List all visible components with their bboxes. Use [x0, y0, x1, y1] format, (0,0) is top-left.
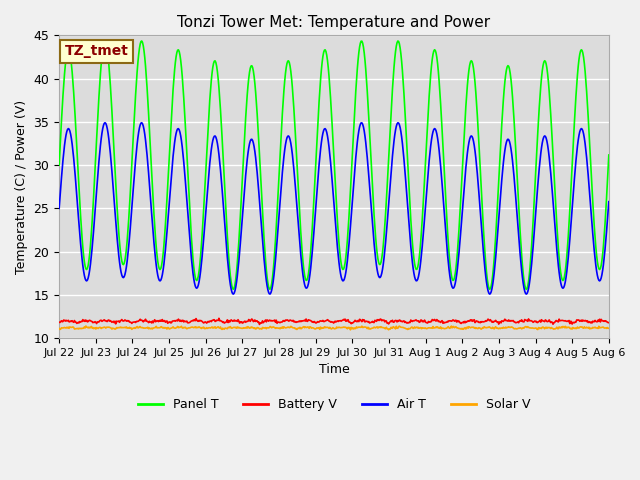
X-axis label: Time: Time: [319, 363, 349, 376]
Text: TZ_tmet: TZ_tmet: [65, 45, 129, 59]
Legend: Panel T, Battery V, Air T, Solar V: Panel T, Battery V, Air T, Solar V: [132, 393, 536, 416]
Y-axis label: Temperature (C) / Power (V): Temperature (C) / Power (V): [15, 100, 28, 274]
Title: Tonzi Tower Met: Temperature and Power: Tonzi Tower Met: Temperature and Power: [177, 15, 490, 30]
